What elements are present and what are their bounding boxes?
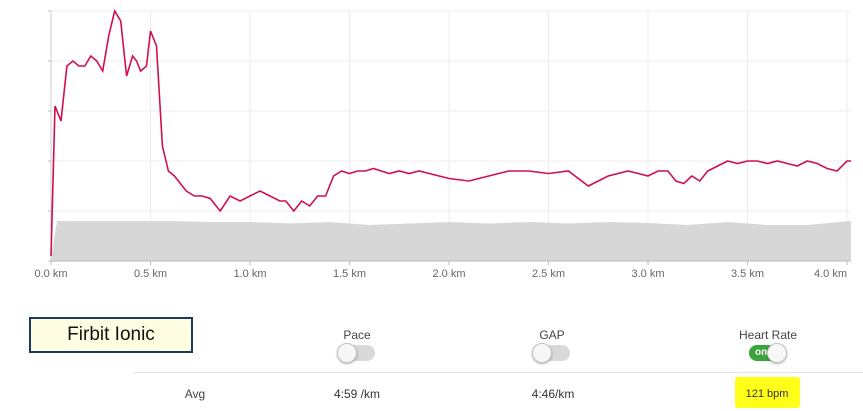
avg-row-label: Avg [184,387,206,401]
gap-avg-value: 4:46/km [531,387,575,401]
device-name: Firbit Ionic [67,324,155,345]
pace-label: Pace [343,328,371,342]
x-tick-label: 3.5 km [731,268,764,280]
heart-rate-chart: 0.0 km 0.5 km 1.0 km 1.5 km 2.0 km 2.5 km 3.0 … [34,8,851,280]
toggle-knob [337,343,357,363]
x-tick-label: 0.0 km [34,268,67,280]
heart-rate-line [50,8,851,257]
toggle-knob [767,343,787,363]
x-tick-label: 4.0 km [814,268,847,280]
heart-rate-avg-value: 121 bpm [745,388,789,400]
heart-rate-label: Heart Rate [738,328,798,342]
row-divider [133,372,863,373]
heart-rate-highlight [735,377,800,408]
x-tick-label: 1.5 km [333,268,366,280]
heart-rate-toggle[interactable]: on [749,343,787,363]
pace-avg-value: 4:59 /km [333,387,381,401]
x-tick-label: 2.0 km [433,268,466,280]
chart-grid [48,10,851,262]
toggle-on-text: on [755,347,768,358]
device-name-badge: Firbit Ionic [29,317,193,353]
gap-toggle[interactable] [532,343,570,363]
gap-label: GAP [539,328,565,342]
x-tick-label: 2.5 km [532,268,565,280]
pace-toggle[interactable] [337,343,375,363]
x-tick-label: 3.0 km [632,268,665,280]
x-tick-label: 1.0 km [233,268,266,280]
toggle-knob [532,343,552,363]
elevation-area [51,221,851,261]
x-tick-label: 0.5 km [134,268,167,280]
x-axis: 0.0 km 0.5 km 1.0 km 1.5 km 2.0 km 2.5 km 3.0 … [34,260,851,280]
